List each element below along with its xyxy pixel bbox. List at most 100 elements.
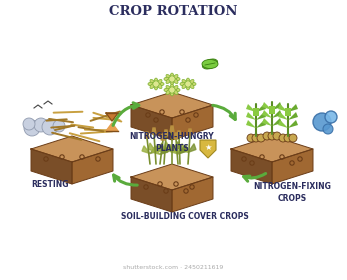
Ellipse shape [164, 77, 170, 81]
Polygon shape [272, 118, 282, 126]
Ellipse shape [174, 77, 180, 81]
Ellipse shape [186, 78, 190, 84]
Circle shape [279, 134, 287, 142]
Circle shape [185, 81, 191, 87]
Ellipse shape [157, 83, 162, 88]
Ellipse shape [182, 83, 187, 88]
Ellipse shape [170, 90, 174, 96]
Polygon shape [172, 105, 213, 140]
Circle shape [42, 119, 58, 135]
Polygon shape [278, 104, 288, 112]
Polygon shape [164, 130, 168, 136]
Ellipse shape [190, 82, 196, 86]
Polygon shape [188, 144, 196, 152]
Ellipse shape [158, 82, 164, 86]
Polygon shape [106, 113, 118, 121]
Polygon shape [177, 131, 181, 137]
Text: RESTING: RESTING [31, 180, 69, 189]
Polygon shape [172, 145, 180, 153]
Polygon shape [160, 147, 168, 154]
Polygon shape [272, 149, 313, 184]
Polygon shape [288, 120, 298, 128]
Ellipse shape [170, 79, 174, 85]
Polygon shape [256, 104, 266, 112]
Polygon shape [152, 147, 160, 154]
Polygon shape [269, 106, 275, 114]
Polygon shape [152, 128, 156, 134]
Polygon shape [246, 104, 256, 112]
Polygon shape [262, 110, 272, 118]
Text: shutterstock.com · 2450211619: shutterstock.com · 2450211619 [123, 265, 223, 270]
Polygon shape [31, 136, 113, 162]
Circle shape [268, 132, 276, 140]
Polygon shape [131, 164, 213, 190]
Polygon shape [278, 120, 288, 128]
Circle shape [53, 120, 65, 132]
Polygon shape [148, 143, 156, 152]
Polygon shape [180, 144, 188, 152]
Polygon shape [246, 120, 256, 128]
Polygon shape [256, 120, 266, 128]
Polygon shape [288, 104, 298, 112]
Polygon shape [170, 146, 178, 154]
Ellipse shape [186, 84, 190, 90]
Text: NITROGEN-FIXING
CROPS: NITROGEN-FIXING CROPS [253, 182, 331, 203]
Polygon shape [180, 145, 188, 153]
Polygon shape [253, 108, 259, 116]
Ellipse shape [189, 80, 194, 85]
Text: NITROGEN-HUNGRY
PLANTS: NITROGEN-HUNGRY PLANTS [130, 132, 214, 153]
Polygon shape [150, 146, 158, 154]
Polygon shape [256, 112, 266, 120]
Circle shape [153, 81, 159, 87]
Ellipse shape [173, 85, 178, 90]
Ellipse shape [173, 89, 178, 95]
Polygon shape [170, 126, 174, 132]
Ellipse shape [166, 89, 171, 95]
Circle shape [24, 120, 40, 136]
Polygon shape [285, 108, 291, 116]
Ellipse shape [174, 88, 180, 92]
Polygon shape [156, 143, 164, 152]
Circle shape [23, 118, 35, 130]
Ellipse shape [202, 59, 218, 69]
Polygon shape [31, 149, 72, 184]
Ellipse shape [180, 82, 186, 86]
Ellipse shape [154, 78, 158, 84]
Circle shape [247, 134, 255, 142]
Polygon shape [131, 92, 213, 118]
Ellipse shape [166, 78, 171, 83]
Circle shape [169, 87, 175, 93]
Polygon shape [164, 144, 172, 153]
Polygon shape [231, 136, 313, 162]
Ellipse shape [157, 80, 162, 85]
Circle shape [325, 111, 337, 123]
Polygon shape [200, 140, 216, 158]
Circle shape [263, 132, 271, 140]
Ellipse shape [164, 88, 170, 92]
Polygon shape [145, 132, 149, 138]
Polygon shape [262, 118, 272, 126]
Polygon shape [246, 112, 256, 120]
Polygon shape [142, 146, 150, 154]
Ellipse shape [170, 84, 174, 90]
Circle shape [169, 76, 175, 82]
Ellipse shape [170, 73, 174, 79]
Ellipse shape [154, 84, 158, 90]
Polygon shape [164, 142, 172, 151]
Ellipse shape [150, 80, 155, 85]
Circle shape [284, 134, 292, 142]
Circle shape [257, 134, 265, 142]
Polygon shape [174, 133, 178, 139]
Circle shape [34, 118, 48, 132]
Ellipse shape [166, 85, 171, 90]
Polygon shape [161, 134, 165, 140]
Polygon shape [288, 112, 298, 120]
Text: ★: ★ [204, 143, 212, 151]
Ellipse shape [150, 83, 155, 88]
Ellipse shape [182, 80, 187, 85]
Circle shape [273, 132, 281, 140]
Circle shape [323, 124, 333, 134]
Polygon shape [272, 102, 282, 110]
Ellipse shape [166, 74, 171, 80]
Polygon shape [262, 102, 272, 110]
